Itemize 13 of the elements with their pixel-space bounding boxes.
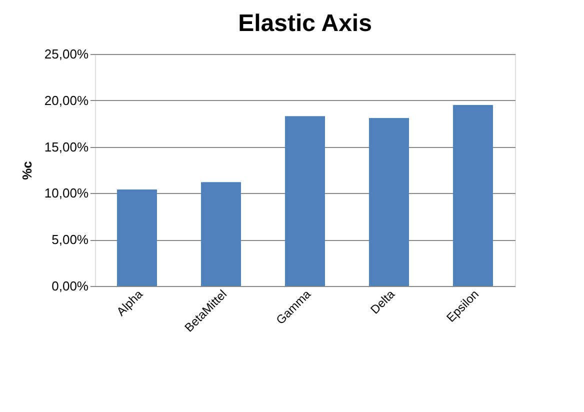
- bar: [369, 118, 409, 286]
- y-tick-label: 5,00%: [52, 232, 89, 248]
- chart-title: Elastic Axis: [238, 10, 372, 37]
- bar: [201, 182, 241, 286]
- bar: [117, 189, 157, 286]
- y-tick-label: 25,00%: [44, 46, 89, 62]
- bar: [453, 105, 493, 286]
- y-axis-title: %c: [19, 161, 34, 180]
- y-tick-label: 0,00%: [52, 278, 89, 294]
- y-tick-label: 15,00%: [44, 139, 89, 154]
- y-tick-label: 20,00%: [44, 92, 89, 108]
- bar: [285, 116, 325, 286]
- y-tick-label: 10,00%: [44, 186, 89, 201]
